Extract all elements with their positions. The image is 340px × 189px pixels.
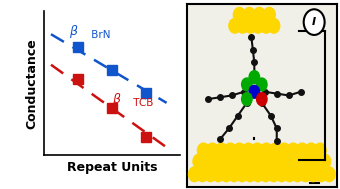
Circle shape — [304, 9, 325, 35]
Circle shape — [278, 143, 290, 158]
Circle shape — [218, 154, 230, 169]
Circle shape — [302, 154, 314, 169]
Circle shape — [260, 143, 272, 158]
Circle shape — [252, 167, 264, 182]
Text: TCB: TCB — [130, 98, 153, 108]
Circle shape — [268, 19, 280, 33]
Circle shape — [233, 7, 245, 22]
Circle shape — [257, 78, 267, 91]
Circle shape — [323, 167, 335, 182]
Text: BrN: BrN — [88, 30, 110, 40]
Circle shape — [206, 143, 218, 158]
Circle shape — [287, 143, 299, 158]
Circle shape — [263, 7, 275, 22]
Circle shape — [257, 93, 267, 105]
Text: $\beta$: $\beta$ — [112, 91, 122, 108]
Circle shape — [244, 167, 256, 182]
Circle shape — [210, 154, 222, 169]
Circle shape — [198, 143, 209, 158]
Circle shape — [269, 143, 281, 158]
Circle shape — [244, 19, 256, 33]
Circle shape — [216, 143, 227, 158]
Circle shape — [197, 167, 208, 182]
Circle shape — [315, 167, 327, 182]
Text: $\beta$: $\beta$ — [69, 23, 78, 40]
Circle shape — [220, 167, 232, 182]
Circle shape — [201, 154, 213, 169]
Circle shape — [242, 143, 254, 158]
Circle shape — [260, 19, 272, 33]
Circle shape — [276, 167, 288, 182]
Circle shape — [296, 143, 308, 158]
Circle shape — [224, 143, 236, 158]
Circle shape — [236, 167, 248, 182]
Text: I: I — [312, 17, 316, 27]
Circle shape — [249, 71, 259, 84]
Circle shape — [235, 154, 247, 169]
Circle shape — [243, 7, 255, 22]
Circle shape — [285, 154, 297, 169]
Circle shape — [305, 143, 317, 158]
Circle shape — [252, 19, 264, 33]
Circle shape — [233, 143, 245, 158]
Circle shape — [314, 143, 326, 158]
Circle shape — [251, 143, 263, 158]
Circle shape — [300, 167, 311, 182]
Circle shape — [319, 154, 330, 169]
Circle shape — [260, 154, 272, 169]
Circle shape — [204, 167, 216, 182]
Circle shape — [284, 167, 295, 182]
Circle shape — [226, 154, 238, 169]
Circle shape — [253, 7, 265, 22]
Circle shape — [242, 78, 252, 91]
Circle shape — [260, 167, 272, 182]
Y-axis label: Conductance: Conductance — [26, 38, 39, 129]
Circle shape — [188, 167, 201, 182]
Circle shape — [193, 154, 205, 169]
Circle shape — [268, 167, 280, 182]
Circle shape — [237, 19, 249, 33]
X-axis label: Repeat Units: Repeat Units — [67, 160, 157, 174]
Circle shape — [268, 154, 280, 169]
Circle shape — [310, 154, 322, 169]
Circle shape — [249, 85, 259, 98]
Circle shape — [243, 154, 255, 169]
Circle shape — [293, 154, 305, 169]
Circle shape — [228, 167, 240, 182]
Circle shape — [212, 167, 224, 182]
Circle shape — [307, 167, 319, 182]
Circle shape — [291, 167, 303, 182]
Circle shape — [252, 154, 264, 169]
Circle shape — [277, 154, 289, 169]
Circle shape — [242, 93, 252, 105]
Circle shape — [229, 19, 241, 33]
